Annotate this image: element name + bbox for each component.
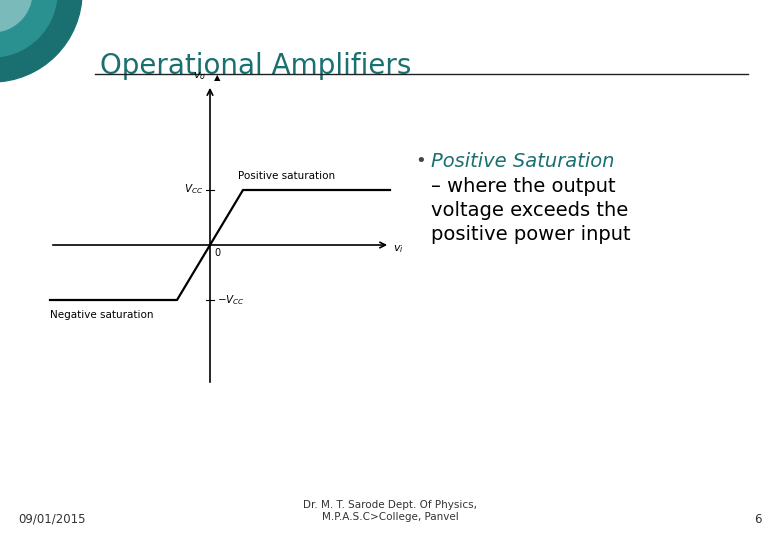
Text: Dr. M. T. Sarode Dept. Of Physics,
M.P.A.S.C>College, Panvel: Dr. M. T. Sarode Dept. Of Physics, M.P.A…	[303, 501, 477, 522]
Text: Operational Amplifiers: Operational Amplifiers	[100, 52, 411, 80]
Text: 0: 0	[214, 248, 220, 258]
Text: ▲: ▲	[214, 73, 221, 82]
Bar	[50, 85, 390, 385]
Text: $v_i$: $v_i$	[393, 243, 404, 255]
Text: $-V_{CC}$: $-V_{CC}$	[217, 293, 245, 307]
Text: $v_o$: $v_o$	[193, 70, 206, 82]
Text: Positive saturation: Positive saturation	[238, 171, 335, 181]
Text: 09/01/2015: 09/01/2015	[18, 513, 86, 526]
Text: Positive Saturation: Positive Saturation	[431, 152, 615, 171]
Circle shape	[0, 0, 32, 32]
Text: positive power input: positive power input	[431, 226, 630, 245]
Text: $V_{CC}$: $V_{CC}$	[184, 182, 203, 196]
Text: •: •	[415, 152, 426, 170]
Text: Negative saturation: Negative saturation	[50, 310, 154, 320]
Text: 6: 6	[754, 513, 762, 526]
Circle shape	[0, 0, 57, 57]
Text: voltage exceeds the: voltage exceeds the	[431, 201, 628, 220]
Text: – where the output: – where the output	[431, 177, 615, 195]
Circle shape	[0, 0, 82, 82]
